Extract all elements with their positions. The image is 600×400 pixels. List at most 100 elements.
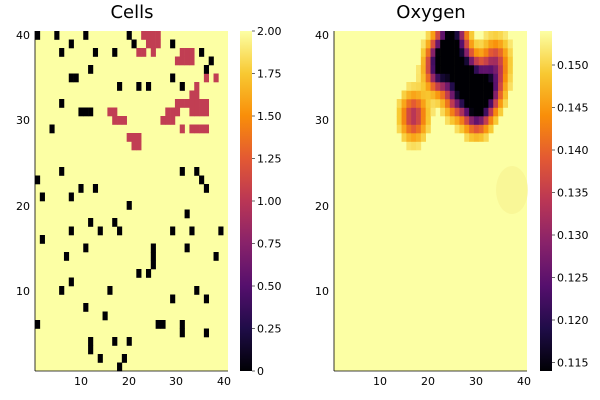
oxygen-cell [507,82,513,91]
oxygen-cell [454,99,460,108]
oxygen-cell [416,133,422,142]
cell-value-0 [117,226,123,236]
cell-value-0 [83,107,89,117]
cell-value-0 [35,31,41,40]
cell-value-0 [170,73,176,83]
oxygen-cell [473,65,480,74]
cell-value-1 [179,56,185,66]
oxygen-cell [469,82,475,91]
oxygen-cell [473,116,480,125]
cell-value-1 [189,107,195,117]
oxygen-cell [435,65,441,74]
oxygen-colorbar-label: 0.145 [557,102,589,115]
cell-value-0 [179,167,185,176]
cells-panel: Cells 10 20 30 40 10 20 30 40 00.250.500… [16,2,282,388]
cell-value-1 [189,124,195,134]
oxygen-cell [430,99,436,108]
cell-value-1 [213,73,219,83]
oxygen-cell [488,107,494,117]
cell-value-0 [184,209,190,219]
oxygen-cell [473,82,480,91]
oxygen-cell [498,73,504,83]
oxygen-cell [425,99,431,108]
cell-value-0 [107,286,113,295]
oxygen-cell [420,65,426,74]
oxygen-cell [416,99,422,108]
oxygen-cell [440,82,446,91]
oxygen-cell [483,99,489,108]
oxygen-cell [435,99,441,108]
oxygen-cell [488,82,494,91]
oxygen-cell [459,73,465,83]
cell-value-0 [194,167,200,176]
cell-value-0 [179,328,185,338]
oxygen-cell [430,56,436,66]
oxygen-cell [469,133,475,142]
cell-value-1 [189,56,195,66]
oxygen-cell [507,39,513,49]
cells-colorbar-label: 2.00 [257,25,282,38]
oxygen-cell [425,65,431,74]
oxygen-cell [498,99,504,108]
oxygen-cell [478,133,484,142]
oxygen-cell [425,48,431,57]
oxygen-cell [454,31,460,40]
cell-value-0 [112,218,118,227]
oxygen-cell [454,73,460,83]
oxygen-cell [483,31,489,40]
cell-value-0 [121,354,127,363]
oxygen-cell [478,99,484,108]
oxygen-cell [478,82,484,91]
cell-value-1 [174,99,181,108]
oxygen-cell [425,82,431,91]
oxygen-cell [444,73,451,83]
oxygen-cell [449,48,455,57]
cell-value-0 [68,277,74,287]
oxygen-cell [478,48,484,57]
oxygen-cell [406,141,412,151]
cell-value-1 [136,48,142,57]
oxygen-cell [459,99,465,108]
oxygen-colorbar-label: 0.140 [557,144,589,157]
cell-value-0 [63,252,70,261]
cell-value-1 [189,48,195,57]
oxygen-cell [483,56,489,66]
cell-value-1 [131,141,137,151]
oxygen-cell [498,48,504,57]
oxygen-cell [493,90,499,100]
cell-value-0 [184,243,190,253]
oxygen-cell [459,31,465,40]
oxygen-colorbar-label: 0.150 [557,59,589,72]
oxygen-cell [440,56,446,66]
oxygen-cell [498,82,504,91]
oxygen-cell [444,65,451,74]
oxygen-colorbar-label: 0.120 [557,314,589,327]
cells-xtick-10: 10 [74,375,88,388]
oxygen-cell [411,99,417,108]
oxygen-cell [440,39,446,49]
oxygen-cell [406,99,412,108]
cell-value-0 [92,184,99,193]
oxygen-colorbar-ticks: 0.115 0.120 0.125 0.130 0.135 0.140 0.145 0.150 [552,59,589,370]
cell-value-0 [160,320,166,329]
oxygen-cell [416,141,422,151]
cell-value-0 [126,337,132,346]
cells-colorbar-label: 0.75 [257,238,282,251]
cell-value-1 [136,141,142,151]
oxygen-colorbar-label: 0.130 [557,229,589,242]
oxygen-cell [483,73,489,83]
oxygen-cell [502,90,509,100]
oxygen-cell [449,99,455,108]
oxygen-cell [459,56,465,66]
cell-value-1 [117,116,123,125]
oxygen-cell [454,116,460,125]
oxygen-cell [478,124,484,134]
oxygen-cell [435,48,441,57]
oxygen-cell [502,56,509,66]
cell-value-1 [184,56,190,66]
cell-value-0 [97,226,103,236]
oxygen-cell [449,90,455,100]
oxygen-cell [464,107,470,117]
oxygen-cell [483,133,489,142]
cell-value-1 [194,82,200,91]
